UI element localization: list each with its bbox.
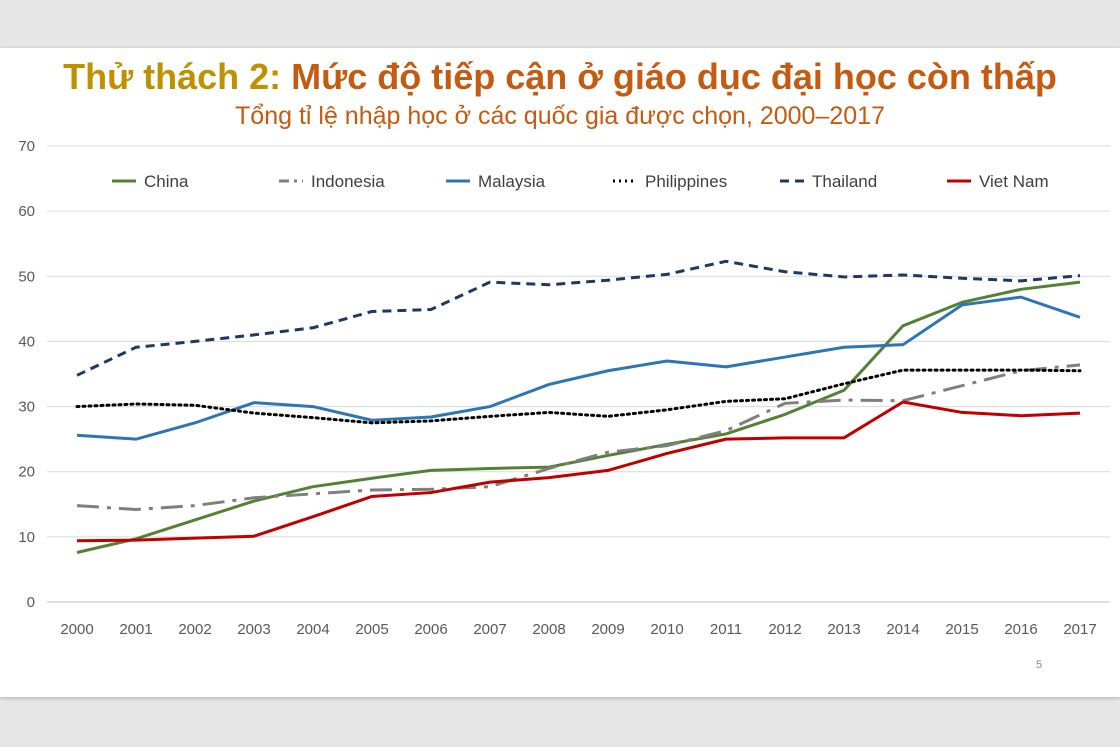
slide-subtitle: Tổng tỉ lệ nhập học ở các quốc gia được … bbox=[235, 102, 885, 130]
legend-label: Thailand bbox=[812, 172, 877, 191]
x-tick-label: 2015 bbox=[945, 621, 978, 638]
y-tick-label: 20 bbox=[18, 464, 35, 481]
y-tick-label: 30 bbox=[18, 399, 35, 416]
legend-label: Malaysia bbox=[478, 172, 546, 191]
series-line-china bbox=[76, 280, 1081, 554]
x-tick-label: 2014 bbox=[886, 621, 919, 638]
slide-title: Thử thách 2: Mức độ tiếp cận ở giáo dục … bbox=[0, 56, 1120, 98]
x-tick-label: 2013 bbox=[827, 621, 860, 638]
series-line-thailand bbox=[76, 259, 1081, 377]
x-tick-label: 2012 bbox=[768, 621, 801, 638]
x-tick-label: 2004 bbox=[296, 621, 329, 638]
x-tick-label: 2011 bbox=[710, 621, 742, 638]
slide: Thử thách 2: Mức độ tiếp cận ở giáo dục … bbox=[0, 48, 1120, 697]
x-tick-label: 2003 bbox=[237, 621, 270, 638]
legend-label: China bbox=[144, 172, 189, 191]
x-tick-label: 2008 bbox=[532, 621, 565, 638]
y-tick-label: 70 bbox=[18, 138, 35, 155]
x-tick-label: 2000 bbox=[60, 621, 93, 638]
series-line-viet-nam bbox=[76, 400, 1081, 543]
page-number: 5 bbox=[1036, 659, 1043, 671]
x-tick-label: 2006 bbox=[414, 621, 447, 638]
x-tick-label: 2009 bbox=[591, 621, 624, 638]
legend-label: Indonesia bbox=[311, 172, 385, 191]
x-tick-label: 2005 bbox=[355, 621, 388, 638]
y-tick-label: 10 bbox=[18, 529, 35, 546]
series-line-indonesia bbox=[76, 363, 1081, 511]
x-tick-label: 2001 bbox=[119, 621, 152, 638]
title-lead: Thử thách 2: bbox=[63, 56, 282, 97]
title-main: Mức độ tiếp cận ở giáo dục đại học còn t… bbox=[281, 56, 1057, 97]
x-tick-label: 2010 bbox=[650, 621, 683, 638]
x-tick-label: 2002 bbox=[178, 621, 211, 638]
y-tick-label: 0 bbox=[27, 594, 35, 611]
series-line-philippines bbox=[75, 368, 1082, 425]
x-tick-label: 2017 bbox=[1063, 621, 1096, 638]
legend-label: Viet Nam bbox=[979, 172, 1049, 191]
y-tick-label: 60 bbox=[18, 203, 35, 220]
y-tick-label: 50 bbox=[18, 268, 35, 285]
x-tick-label: 2016 bbox=[1004, 621, 1037, 638]
series-line-malaysia bbox=[76, 295, 1081, 441]
y-tick-label: 40 bbox=[18, 333, 35, 350]
x-tick-label: 2007 bbox=[473, 621, 506, 638]
legend-label: Philippines bbox=[645, 172, 727, 191]
